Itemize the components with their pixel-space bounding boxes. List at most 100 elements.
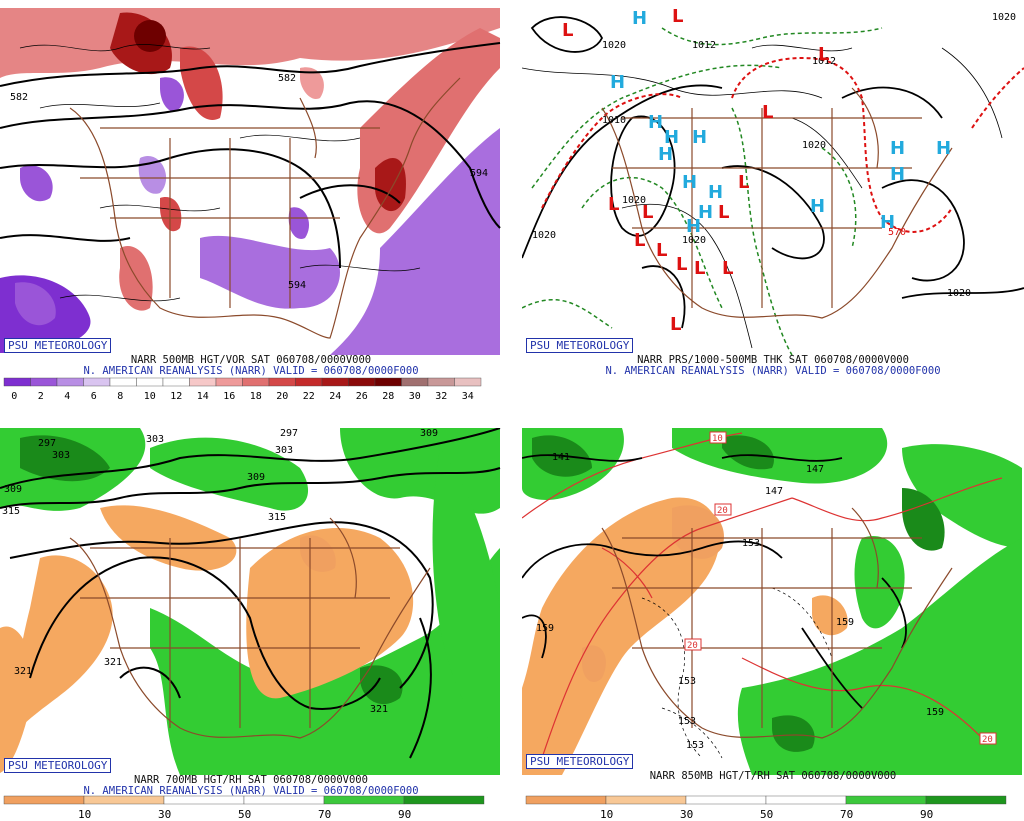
svg-text:10: 10 (712, 434, 723, 444)
high-pressure-marker: H (686, 216, 701, 237)
map-500mb: 582 582 594 594 (0, 8, 502, 355)
low-pressure-marker: L (672, 8, 683, 27)
colorbar-swatch (374, 377, 402, 387)
colorbar-swatch (765, 795, 847, 805)
colorbar-swatch (268, 377, 296, 387)
svg-text:20: 20 (717, 506, 728, 516)
low-pressure-marker: L (656, 240, 667, 261)
svg-text:159: 159 (926, 707, 944, 718)
svg-text:147: 147 (765, 486, 783, 497)
colorbar-swatch (163, 795, 245, 805)
svg-text:159: 159 (536, 623, 554, 634)
svg-text:1010: 1010 (602, 115, 626, 126)
colorbar-swatch (83, 377, 111, 387)
colorbar-tick-label: 28 (382, 391, 394, 401)
svg-text:1020: 1020 (947, 288, 971, 299)
svg-text:315: 315 (2, 506, 20, 517)
colorbar-tick-label: 50 (238, 808, 251, 821)
map-850mb: 141 147 147 153 159 159 153 153 153 159 … (522, 428, 1024, 775)
low-pressure-marker: L (676, 254, 687, 275)
svg-text:1012: 1012 (812, 56, 836, 67)
colorbar-tick-label: 24 (329, 391, 341, 401)
colorbar-tick-label: 32 (435, 391, 447, 401)
svg-text:20: 20 (982, 735, 993, 745)
svg-text:582: 582 (10, 92, 28, 103)
colorbar-tick-label: 30 (680, 808, 693, 821)
colorbar-swatch (685, 795, 767, 805)
high-pressure-marker: H (664, 127, 679, 148)
svg-text:1020: 1020 (602, 40, 626, 51)
colorbar-tick-label: 30 (409, 391, 421, 401)
colorbar-tick-label: 8 (117, 391, 123, 401)
high-pressure-marker: H (692, 127, 707, 148)
high-pressure-marker: H (682, 172, 697, 193)
colorbar-swatch (30, 377, 58, 387)
colorbar-swatch (403, 795, 485, 805)
svg-text:297: 297 (280, 428, 298, 439)
colorbar-tick-label: 90 (398, 808, 411, 821)
high-pressure-marker: H (610, 72, 625, 93)
svg-text:153: 153 (678, 716, 696, 727)
svg-text:153: 153 (742, 538, 760, 549)
colorbar-swatch (215, 377, 243, 387)
colorbar-tick-label: 50 (760, 808, 773, 821)
colorbar-tick-label: 30 (158, 808, 171, 821)
panel-500mb-vorticity: 582 582 594 594 PSU METEOROLOGY NARR 500… (0, 8, 502, 401)
colorbar-swatch (56, 377, 84, 387)
svg-text:1020: 1020 (622, 195, 646, 206)
psu-meteorology-badge: PSU METEOROLOGY (4, 758, 112, 773)
colorbar-swatch (189, 377, 217, 387)
svg-text:153: 153 (678, 676, 696, 687)
colorbar-tick-label: 14 (197, 391, 209, 401)
colorbar-swatch (845, 795, 927, 805)
colorbar-tick-label: 34 (462, 391, 474, 401)
colorbar-swatch (605, 795, 687, 805)
low-pressure-marker: L (722, 258, 733, 279)
colorbar-swatch (401, 377, 429, 387)
colorbar-swatch (136, 377, 164, 387)
low-pressure-marker: L (608, 194, 619, 215)
colorbar-tick-label: 10 (78, 808, 91, 821)
svg-text:309: 309 (247, 472, 265, 483)
colorbar-tick-label: 20 (276, 391, 288, 401)
svg-text:141: 141 (552, 452, 570, 463)
map-title: NARR 850MB HGT/T/RH SAT 060708/0000V000 (649, 770, 897, 782)
svg-text:594: 594 (288, 280, 306, 291)
colorbar-swatch (243, 795, 325, 805)
high-pressure-marker: H (698, 202, 713, 223)
colorbar-swatch (83, 795, 165, 805)
colorbar-tick-label: 10 (600, 808, 613, 821)
colorbar-tick-label: 70 (318, 808, 331, 821)
high-pressure-marker: H (632, 8, 647, 29)
colorbar-tick-label: 18 (250, 391, 262, 401)
svg-text:570: 570 (888, 227, 906, 238)
low-pressure-marker: L (642, 202, 653, 223)
low-pressure-marker: L (738, 172, 749, 193)
high-pressure-marker: H (890, 164, 905, 185)
high-pressure-marker: H (890, 138, 905, 159)
svg-text:303: 303 (52, 450, 70, 461)
high-pressure-marker: H (658, 144, 673, 165)
high-pressure-marker: H (880, 212, 895, 233)
low-pressure-marker: L (818, 44, 829, 65)
map-title: NARR PRS/1000-500MB THK SAT 060708/0000V… (637, 354, 909, 366)
svg-text:159: 159 (836, 617, 854, 628)
low-pressure-marker: L (634, 230, 645, 251)
colorbar-swatch (427, 377, 455, 387)
svg-text:309: 309 (420, 428, 438, 439)
map-subtitle: N. AMERICAN REANALYSIS (NARR) VALID = 06… (605, 365, 941, 377)
svg-text:303: 303 (275, 445, 293, 456)
colorbar-tick-label: 12 (170, 391, 182, 401)
svg-text:315: 315 (268, 512, 286, 523)
colorbar-tick-label: 6 (91, 391, 97, 401)
map-pressure: 1020 1012 1020 1012 1010 1020 1020 1020 … (522, 8, 1024, 355)
low-pressure-marker: L (562, 20, 573, 41)
colorbar-tick-label: 70 (840, 808, 853, 821)
svg-text:1020: 1020 (992, 12, 1016, 23)
colorbar-swatch (242, 377, 270, 387)
high-pressure-marker: H (708, 182, 723, 203)
svg-text:147: 147 (806, 464, 824, 475)
psu-meteorology-badge: PSU METEOROLOGY (526, 754, 634, 769)
panel-700mb-rh: 297 303 303 309 297 303 309 309 315 315 … (0, 428, 502, 821)
svg-text:1012: 1012 (692, 40, 716, 51)
